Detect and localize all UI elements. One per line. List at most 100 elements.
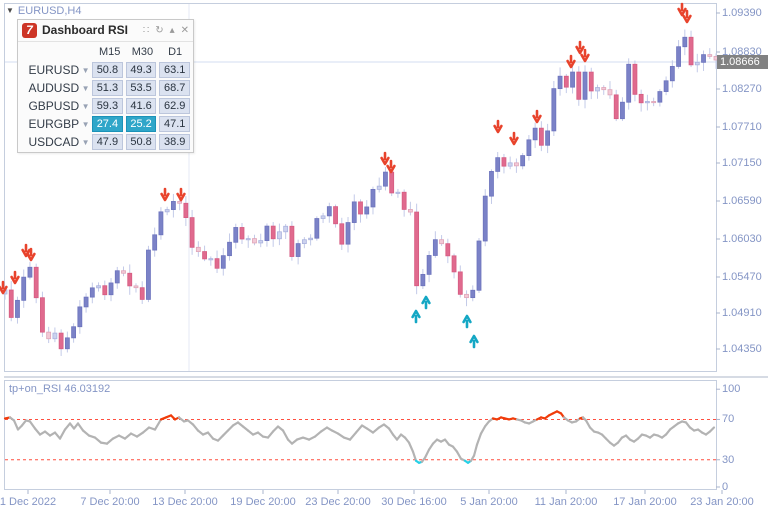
rsi-value-cell[interactable]: 62.9 bbox=[159, 98, 190, 114]
time-axis-label: 1 Dec 2022 bbox=[0, 496, 57, 508]
rsi-value-cell[interactable]: 38.9 bbox=[159, 134, 190, 150]
panel-collapse-icon[interactable]: ▴ bbox=[169, 25, 175, 36]
candle-body bbox=[264, 225, 270, 241]
candle-body bbox=[439, 239, 444, 245]
time-axis-label: 13 Dec 20:00 bbox=[152, 496, 218, 508]
rsi-line-segment bbox=[216, 434, 225, 442]
candle-body bbox=[351, 201, 357, 223]
sell-arrow-icon bbox=[10, 270, 20, 285]
rsi-value-cell[interactable]: 41.6 bbox=[125, 98, 157, 114]
price-axis-label: 1.07150 bbox=[722, 157, 762, 169]
rsi-value-cell[interactable]: 68.7 bbox=[159, 80, 190, 96]
price-axis-label: 1.09390 bbox=[722, 7, 762, 19]
pair-label[interactable]: GBPUSD bbox=[28, 99, 80, 113]
indicator-scale-label: 30 bbox=[722, 453, 735, 466]
indicator-label: tp+on_RSI 46.03192 bbox=[9, 383, 110, 395]
rsi-value-cell[interactable]: 47.1 bbox=[159, 116, 190, 132]
candle-body bbox=[158, 211, 164, 236]
pair-dropdown-icon[interactable]: ▼ bbox=[81, 119, 90, 129]
rsi-value-cell[interactable]: 27.4 bbox=[92, 116, 123, 132]
candle-body bbox=[420, 273, 426, 287]
rsi-line-segment bbox=[153, 418, 163, 431]
pair-dropdown-icon[interactable]: ▼ bbox=[81, 137, 90, 147]
candle-body bbox=[688, 36, 694, 66]
sell-arrow-icon bbox=[509, 131, 519, 146]
candle-body bbox=[526, 139, 532, 156]
rsi-line-segment bbox=[266, 430, 275, 439]
candle-body bbox=[114, 270, 120, 284]
dashboard-rsi-panel[interactable]: 7 Dashboard RSI ∷ ↻ ▴ ✕ M15 M30 D1 EURUSD ▼ 50.8… bbox=[17, 19, 194, 153]
pair-label[interactable]: USDCAD bbox=[28, 135, 80, 149]
indicator-scale-label: 70 bbox=[722, 413, 735, 426]
rsi-value-cell[interactable]: 59.3 bbox=[92, 98, 123, 114]
candle-body bbox=[283, 225, 289, 233]
rsi-line-segment bbox=[354, 424, 364, 434]
buy-arrow-icon bbox=[421, 295, 431, 310]
rsi-line-segment bbox=[221, 429, 230, 437]
candle-body bbox=[233, 227, 239, 243]
sell-arrow-icon bbox=[493, 119, 503, 134]
candle-body bbox=[545, 130, 551, 146]
rsi-line-segment bbox=[105, 437, 115, 445]
candle-body bbox=[669, 66, 675, 82]
candle-body bbox=[576, 71, 582, 100]
rsi-value-cell[interactable]: 50.8 bbox=[92, 62, 123, 78]
rsi-line-segment bbox=[93, 436, 103, 444]
candle-body bbox=[364, 206, 370, 215]
candle-body bbox=[252, 238, 257, 244]
price-axis-label: 1.05470 bbox=[722, 271, 762, 283]
candle-body bbox=[613, 94, 619, 120]
candle-body bbox=[376, 185, 382, 190]
buy-arrow-icon bbox=[462, 314, 472, 329]
rsi-line-segment bbox=[475, 432, 483, 446]
indicator-value: 46.03192 bbox=[64, 383, 111, 395]
pair-dropdown-icon[interactable]: ▼ bbox=[81, 83, 90, 93]
pair-label[interactable]: EURGBP bbox=[28, 117, 80, 131]
price-axis-label: 1.06590 bbox=[722, 195, 762, 207]
rsi-value-cell[interactable]: 50.8 bbox=[125, 134, 157, 150]
time-axis-label: 23 Dec 20:00 bbox=[305, 496, 371, 508]
rsi-line-segment bbox=[479, 425, 487, 435]
candle-body bbox=[96, 285, 101, 289]
buy-arrow-icon bbox=[411, 309, 421, 324]
candle-body bbox=[52, 332, 58, 340]
candle-body bbox=[320, 215, 326, 219]
candle-body bbox=[532, 127, 538, 141]
candle-body bbox=[457, 271, 463, 295]
pair-dropdown-icon[interactable]: ▼ bbox=[81, 65, 90, 75]
panel-drag-icon[interactable]: ∷ bbox=[142, 25, 150, 36]
candle-body bbox=[83, 296, 89, 308]
candle-body bbox=[208, 258, 214, 261]
candle-body bbox=[277, 231, 282, 240]
rsi-line-segment bbox=[206, 431, 215, 440]
rsi-line-segment bbox=[191, 423, 200, 432]
candle-body bbox=[445, 243, 451, 257]
pair-label[interactable]: AUDUSD bbox=[28, 81, 80, 95]
rsi-line-segment bbox=[135, 431, 145, 438]
rsi-line-segment bbox=[427, 442, 435, 451]
rsi-value-cell[interactable]: 25.2 bbox=[125, 116, 157, 132]
rsi-table-row: EURUSD ▼ 50.8 49.3 63.1 bbox=[18, 61, 193, 79]
indicator-scale-label: 0 bbox=[722, 481, 729, 493]
candle-body bbox=[139, 287, 145, 300]
rsi-value-cell[interactable]: 49.3 bbox=[125, 62, 157, 78]
panel-titlebar[interactable]: 7 Dashboard RSI ∷ ↻ ▴ ✕ bbox=[18, 20, 193, 42]
rsi-value-cell[interactable]: 63.1 bbox=[159, 62, 190, 78]
rsi-value-cell[interactable]: 51.3 bbox=[92, 80, 123, 96]
panel-close-icon[interactable]: ✕ bbox=[180, 25, 189, 36]
header-spacer bbox=[20, 45, 81, 59]
candle-body bbox=[595, 87, 600, 92]
candle-body bbox=[108, 282, 114, 296]
pair-dropdown-icon[interactable]: ▼ bbox=[81, 101, 90, 111]
candle-body bbox=[339, 223, 345, 245]
rsi-value-cell[interactable]: 53.5 bbox=[125, 80, 157, 96]
sell-arrow-icon bbox=[575, 40, 585, 55]
rsi-line-segment bbox=[129, 432, 139, 438]
candle-body bbox=[121, 270, 126, 274]
rsi-value-cell[interactable]: 47.9 bbox=[92, 134, 123, 150]
panel-refresh-icon[interactable]: ↻ bbox=[155, 25, 164, 36]
sell-arrow-icon bbox=[380, 151, 390, 166]
candle-body bbox=[258, 240, 264, 244]
pair-label[interactable]: EURUSD bbox=[28, 63, 80, 77]
